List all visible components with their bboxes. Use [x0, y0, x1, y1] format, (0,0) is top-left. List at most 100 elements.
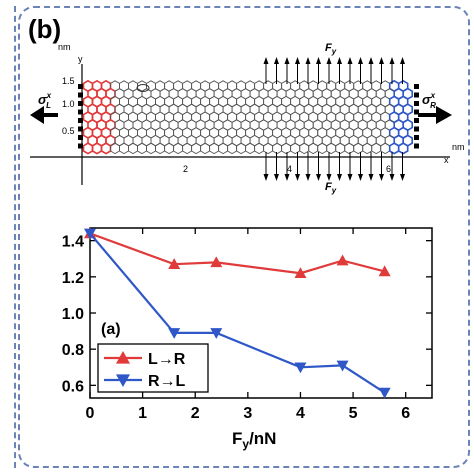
y-tick-label: 1.2 — [62, 270, 84, 287]
legend-marker — [116, 351, 130, 364]
left-dashed-border — [2, 6, 16, 468]
left-lead-atom — [78, 92, 83, 98]
force-arrowhead-down — [326, 174, 332, 181]
x-axis-ticks: 0 1 2 3 4 5 6 — [86, 228, 410, 422]
force-arrowhead-down — [347, 174, 353, 181]
force-arrowhead-down — [400, 174, 405, 181]
y-tick-label: 1.0 — [62, 306, 84, 323]
left-lead-atom — [78, 101, 83, 106]
x-axis-title: Fy/nN — [232, 429, 276, 451]
force-arrowhead-up — [337, 57, 342, 64]
y-tick-label: 0.8 — [62, 342, 84, 359]
x-tick-label: 6 — [401, 405, 410, 422]
left-lead-atom — [78, 126, 83, 132]
chart-panel-label: (a) — [101, 321, 121, 338]
force-arrowhead-down — [337, 174, 342, 181]
series-line — [89, 232, 386, 394]
force-arrowhead-up — [389, 57, 395, 64]
force-arrowhead-up — [379, 57, 384, 64]
lead-markers — [78, 84, 419, 149]
defect-marker — [136, 84, 150, 92]
right-lead-atom — [414, 126, 419, 132]
force-arrowhead-up — [295, 57, 300, 64]
force-arrowhead-up — [263, 57, 269, 64]
force-arrowhead-up — [316, 57, 321, 64]
data-point — [168, 258, 181, 269]
x-axis-letter: x — [444, 155, 449, 165]
dashed-frame — [18, 6, 470, 468]
legend-marker — [116, 374, 130, 387]
data-point — [294, 267, 307, 279]
right-lead-atom — [414, 109, 419, 115]
legend-label: R→L — [148, 373, 186, 390]
left-lead-atom — [78, 109, 83, 115]
x-tick-label: 4 — [296, 405, 305, 422]
left-stress-arrow — [30, 106, 58, 124]
force-arrowhead-down — [274, 174, 279, 181]
x-unit-label: nm — [452, 142, 465, 152]
data-point — [336, 360, 349, 372]
y-tick-label: 1.4 — [62, 234, 84, 251]
data-point — [210, 328, 223, 339]
force-arrowhead-down — [305, 174, 311, 181]
right-lead-atom — [414, 84, 419, 89]
legend-box — [97, 343, 209, 393]
x-tick-label: 3 — [243, 405, 252, 422]
stress-left-label: σx L — [38, 91, 52, 110]
right-lead-atom — [414, 101, 419, 106]
left-lead-atom — [78, 143, 83, 149]
force-arrowhead-down — [358, 174, 363, 181]
force-label-bottom: Fy — [325, 181, 337, 195]
series-r-to-l — [84, 228, 391, 399]
data-point — [294, 362, 307, 374]
force-arrowhead-up — [368, 57, 374, 64]
y-tick-1-5: 1.5 — [62, 76, 75, 86]
force-arrowhead-down — [379, 174, 384, 181]
panel-b-label: (b) — [28, 14, 62, 44]
nanoribbon-schematic: nm y 1.5 1.0 0.5 2 4 6 nm x σx L σx R Fy — [30, 42, 465, 195]
right-lead-atom — [414, 92, 419, 98]
force-arrowhead-down — [295, 174, 300, 181]
force-arrowhead-up — [284, 57, 290, 64]
right-lead-atom — [414, 135, 419, 140]
left-lead-atom — [78, 135, 83, 140]
left-lead-atom — [78, 118, 83, 123]
series-l-to-r — [84, 227, 391, 279]
y-tick-label: 0.6 — [62, 378, 84, 395]
force-arrowhead-up — [347, 57, 353, 64]
x-tick-label: 5 — [349, 405, 358, 422]
chart-legend: L→R R→L — [97, 343, 209, 393]
left-lead-atom — [78, 84, 83, 89]
data-point — [336, 254, 349, 266]
x-tick-2: 2 — [183, 164, 188, 174]
y-unit-label: nm — [58, 42, 71, 52]
graphene-lattice — [82, 79, 414, 155]
x-tick-4: 4 — [287, 164, 292, 174]
data-point — [378, 387, 391, 399]
right-lead-atom — [414, 143, 419, 149]
force-arrowhead-up — [305, 57, 311, 64]
force-label-top: Fy — [325, 42, 337, 56]
data-series — [84, 227, 391, 399]
force-arrows — [263, 57, 405, 181]
force-arrowhead-down — [263, 174, 269, 181]
legend-label: L→R — [148, 351, 186, 368]
force-arrowhead-down — [368, 174, 374, 181]
x-tick-label: 0 — [86, 405, 95, 422]
data-point — [210, 256, 223, 268]
stress-right-label: σx R — [422, 91, 436, 110]
hexagon-cell — [397, 142, 409, 155]
y-axis-ticks: 0.6 0.8 1.0 1.2 1.4 — [62, 234, 432, 395]
right-lead-atom — [414, 118, 419, 123]
data-point — [84, 228, 96, 240]
force-arrowhead-up — [274, 57, 279, 64]
x-tick-label: 2 — [191, 405, 200, 422]
y-axis-letter: y — [78, 54, 83, 64]
force-arrowhead-down — [316, 174, 321, 181]
x-tick-label: 1 — [138, 405, 147, 422]
force-arrowhead-up — [326, 57, 332, 64]
force-arrowhead-down — [284, 174, 290, 181]
right-stress-arrow — [418, 106, 452, 124]
